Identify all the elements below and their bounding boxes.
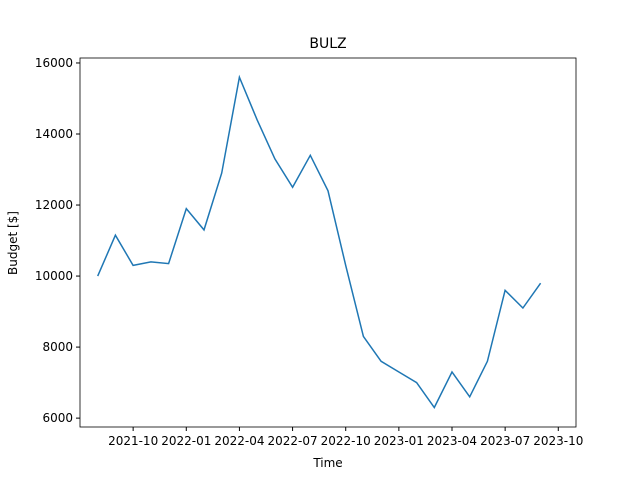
x-tick-label: 2023-10 xyxy=(533,434,583,448)
y-tick-label: 10000 xyxy=(35,269,73,283)
y-tick-label: 12000 xyxy=(35,198,73,212)
y-tick-label: 14000 xyxy=(35,127,73,141)
x-axis-label: Time xyxy=(312,456,342,470)
y-tick-label: 16000 xyxy=(35,56,73,70)
data-line xyxy=(97,74,542,409)
x-tick-label: 2021-10 xyxy=(108,434,158,448)
x-tick-label: 2023-07 xyxy=(480,434,530,448)
x-tick-label: 2022-04 xyxy=(214,434,264,448)
chart-title: BULZ xyxy=(309,36,346,52)
y-axis-label: Budget [$] xyxy=(6,211,20,275)
x-tick-label: 2022-07 xyxy=(268,434,318,448)
x-tick-label: 2022-10 xyxy=(321,434,371,448)
plot-frame xyxy=(79,57,577,428)
x-tick-label: 2023-04 xyxy=(427,434,477,448)
x-tick-label: 2022-01 xyxy=(161,434,211,448)
y-tick-label: 8000 xyxy=(42,340,73,354)
y-tick-label: 6000 xyxy=(42,411,73,425)
x-tick-label: 2023-01 xyxy=(374,434,424,448)
